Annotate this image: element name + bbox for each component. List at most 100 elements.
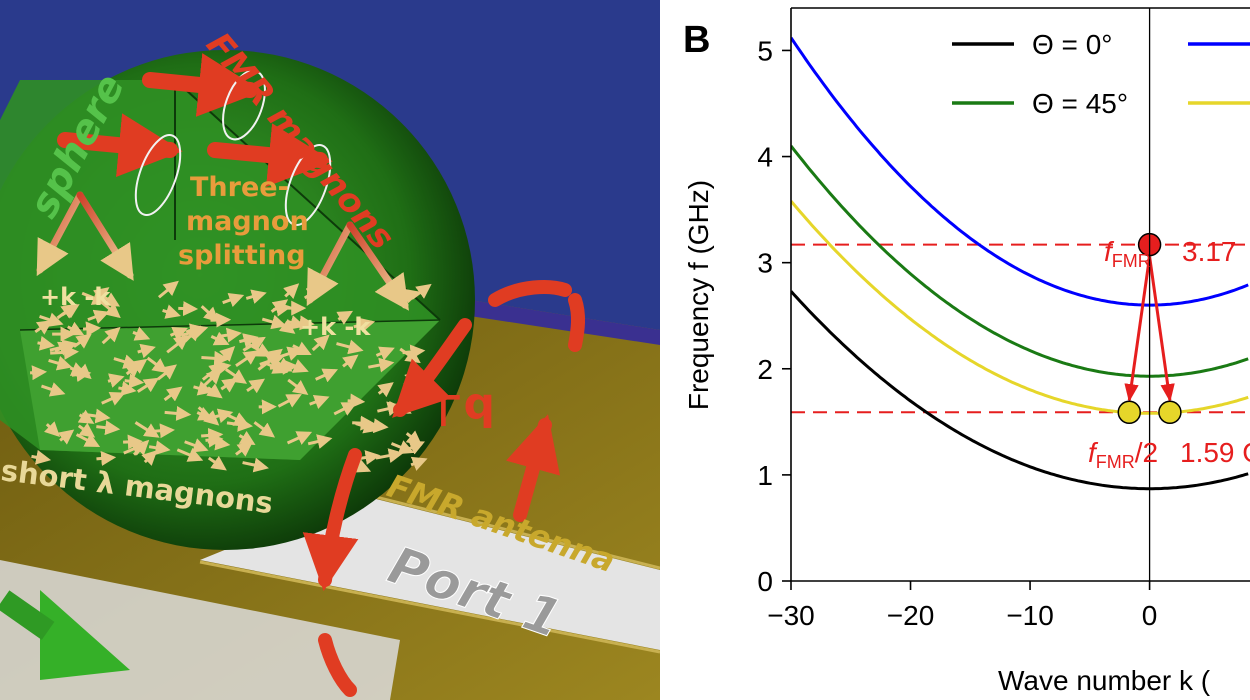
bias-arrow-head (40, 590, 130, 680)
fmr-frequency-value: 3.17 (1182, 236, 1237, 267)
bias-field-arrow (0, 590, 130, 680)
splitting-arrow (1124, 256, 1152, 403)
magnon-arrow (169, 326, 188, 341)
magnon-arrow (162, 304, 181, 319)
magnon-arrow (200, 305, 220, 323)
magnon-arrow (410, 456, 428, 471)
magnon-arrow (205, 432, 224, 448)
magnon-arrow (210, 331, 230, 346)
magnon-arrow (184, 438, 209, 453)
half-subscript: FMR (1096, 452, 1135, 472)
half-fmr-value: 1.59 G (1180, 437, 1250, 468)
magnon-arrow (286, 431, 313, 445)
magnon-arrow (141, 450, 158, 466)
rf-field-arrow (318, 633, 357, 697)
magnon-arrow (176, 447, 204, 462)
magnon-arrow (226, 416, 254, 432)
magnon-arrow (96, 420, 121, 436)
rf-field-arrow (302, 448, 362, 592)
rf-field-arrow (392, 318, 472, 418)
magnon-arrow (34, 320, 53, 335)
y-tick-label: 4 (757, 142, 773, 173)
magnon-arrow (124, 373, 145, 389)
y-tick-label: 5 (757, 35, 773, 66)
fmr-frequency-label: fFMR (1104, 236, 1151, 271)
half-f-symbol: f (1088, 437, 1099, 468)
magnon-arrow (406, 440, 425, 455)
magnon-arrow (245, 289, 267, 304)
magnon-arrow (342, 354, 359, 370)
plot-area (791, 36, 1250, 491)
rf-field-arrow (568, 293, 585, 352)
precession-ellipse (134, 134, 182, 216)
magnon-arrow (82, 321, 102, 337)
magnon-arrow (163, 386, 183, 402)
splitting-arrow (1148, 256, 1175, 403)
magnon-arrow (151, 423, 175, 439)
magnon-arrow (137, 343, 156, 359)
magnon-arrow (207, 455, 227, 471)
fmr-subscript: FMR (1112, 251, 1151, 271)
magnon-arrow (246, 378, 266, 394)
legend: Θ = 0° Θ = 45° (952, 29, 1250, 119)
magnon-arrow (29, 365, 48, 381)
magnon-arrow (148, 440, 171, 456)
magnon-arrow (164, 405, 192, 421)
three-magnon-label-1: Three- (190, 172, 289, 203)
magnon-arrow (235, 441, 253, 457)
magnon-arrow (315, 368, 339, 383)
magnon-arrow (156, 364, 177, 381)
fmr-f-symbol: f (1104, 236, 1115, 267)
y-axis-label: Frequency f (GHz) (683, 180, 714, 410)
legend-label: Θ = 45° (1032, 88, 1128, 119)
magnon-arrow (124, 362, 142, 378)
magnon-arrow (283, 283, 300, 299)
stripline-border-top (359, 491, 660, 570)
split-arrow (76, 191, 134, 281)
magnon-arrow (248, 343, 272, 357)
dispersion-curve-1 (791, 290, 1249, 491)
magnon-arrow (75, 433, 101, 447)
magnon-arrow (73, 333, 92, 349)
magnon-arrow (206, 383, 223, 399)
port-label: Port 1 (381, 536, 569, 651)
magnon-arrow (96, 451, 117, 466)
y-tick-label: 0 (757, 566, 773, 597)
magnon-arrow (242, 457, 269, 473)
x-tick-label: −20 (887, 600, 935, 631)
magnon-arrow (239, 333, 259, 348)
magnon-arrow (275, 318, 296, 334)
magnon-arrow (377, 382, 394, 398)
half-suffix: /2 (1135, 437, 1158, 468)
magnon-arrow (101, 326, 121, 345)
magnon-arrow (157, 280, 179, 299)
magnon-arrow (347, 393, 366, 409)
x-axis-label: Wave number k ( (998, 665, 1211, 696)
magnon-arrow (266, 348, 283, 364)
magnon-arrow (333, 402, 358, 416)
legend-label: Θ = 0° (1032, 29, 1112, 60)
magnon-arrow (235, 350, 259, 368)
magnon-arrow (222, 292, 245, 308)
bias-arrow-shaft (0, 590, 55, 640)
magnon-arrow (368, 357, 395, 373)
magnon-arrow (309, 394, 330, 410)
magnon-arrow (81, 290, 108, 305)
b-perp-label: b⊥ (423, 384, 495, 435)
magnon-arrow (118, 381, 137, 396)
magnon-arrow (69, 362, 87, 376)
y-tick-label: 1 (757, 460, 773, 491)
magnon-arrow (37, 335, 55, 351)
magnon-arrow (31, 449, 52, 465)
magnon-arrow (101, 391, 126, 406)
magnon-arrow (39, 312, 64, 327)
dispersion-curve-3 (791, 144, 1249, 378)
magnon-arrow (375, 346, 395, 361)
magnon-arrow (123, 434, 143, 450)
precession-ellipses (134, 69, 332, 226)
magnon-arrow (48, 355, 73, 371)
magnon-arrow (311, 334, 330, 352)
magnon-arrow (178, 300, 199, 316)
magnon-arrow (355, 418, 379, 434)
